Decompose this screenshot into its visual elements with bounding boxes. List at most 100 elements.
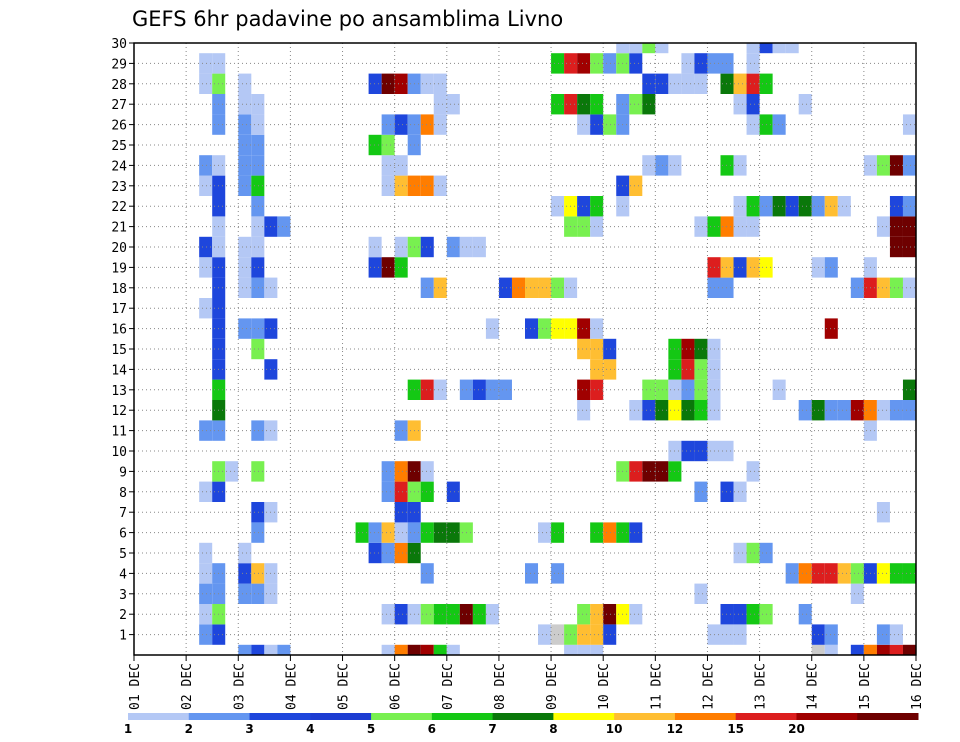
heatmap-cell	[394, 420, 408, 441]
heatmap-cell	[590, 53, 604, 74]
heatmap-cell	[733, 155, 747, 176]
heatmap-cell	[798, 196, 812, 217]
colorbar-swatch	[371, 713, 433, 720]
heatmap-cell	[498, 277, 512, 298]
heatmap-cell	[538, 624, 552, 645]
heatmap-cell	[720, 53, 734, 74]
heatmap-cell	[251, 216, 265, 237]
heatmap-cell	[889, 563, 903, 584]
heatmap-cell	[251, 644, 265, 655]
heatmap-cell	[238, 277, 252, 298]
y-tick-label: 30	[111, 37, 127, 52]
heatmap-cell	[746, 73, 760, 94]
heatmap-cell	[199, 481, 213, 502]
heatmap-cell	[798, 604, 812, 625]
heatmap-cells	[199, 43, 916, 655]
heatmap-cell	[538, 522, 552, 543]
heatmap-cell	[420, 379, 434, 400]
x-tick-label: 02 DEC	[180, 663, 195, 710]
colorbar-swatch	[857, 713, 919, 720]
heatmap-cell	[733, 624, 747, 645]
heatmap-cell	[238, 175, 252, 196]
y-tick-label: 17	[111, 302, 127, 317]
heatmap-cell	[720, 481, 734, 502]
heatmap-cell	[590, 644, 604, 655]
heatmap-cell	[238, 542, 252, 564]
heatmap-cell	[772, 43, 786, 54]
heatmap-cell	[889, 216, 903, 237]
heatmap-cell	[251, 196, 265, 217]
heatmap-cell	[681, 440, 695, 462]
heatmap-cell	[590, 338, 604, 360]
heatmap-cell	[551, 522, 565, 543]
heatmap-cell	[551, 53, 565, 74]
heatmap-cell	[446, 604, 460, 625]
heatmap-cell	[577, 196, 591, 217]
heatmap-cell	[629, 94, 643, 115]
heatmap-cell	[199, 257, 213, 278]
heatmap-cell	[551, 94, 565, 115]
heatmap-cell	[733, 481, 747, 502]
heatmap-cell	[889, 277, 903, 298]
heatmap-cell	[538, 318, 552, 339]
heatmap-cell	[889, 644, 903, 655]
heatmap-cell	[251, 502, 265, 523]
y-tick-label: 9	[119, 465, 127, 480]
colorbar: 1 2 3 4 5 6 7 8 10 12 15 20	[124, 713, 919, 736]
heatmap-cell	[655, 379, 669, 400]
heatmap-cell	[368, 134, 382, 156]
heatmap-cell	[420, 236, 434, 258]
heatmap-cell	[577, 624, 591, 645]
heatmap-cell	[251, 461, 265, 482]
heatmap-cell	[472, 236, 486, 258]
heatmap-cell	[420, 73, 434, 94]
heatmap-cell	[642, 379, 656, 400]
heatmap-cell	[394, 155, 408, 176]
heatmap-cell	[577, 216, 591, 237]
colorbar-label: 7	[488, 722, 496, 736]
chart-title: GEFS 6hr padavine po ansamblima Livno	[132, 7, 563, 31]
heatmap-cell	[733, 73, 747, 94]
heatmap-cell	[199, 420, 213, 441]
heatmap-cell	[251, 420, 265, 441]
heatmap-cell	[590, 604, 604, 625]
heatmap-cell	[876, 216, 890, 237]
heatmap-cell	[798, 94, 812, 115]
heatmap-cell	[251, 257, 265, 278]
heatmap-cell	[433, 73, 447, 94]
heatmap-cell	[199, 624, 213, 645]
heatmap-cell	[694, 73, 708, 94]
heatmap-cell	[655, 461, 669, 482]
heatmap-cell	[577, 53, 591, 74]
x-tick-label: 06 DEC	[389, 663, 404, 710]
y-tick-label: 16	[111, 323, 127, 338]
heatmap-cell	[902, 216, 916, 237]
heatmap-cell	[577, 604, 591, 625]
heatmap-cell	[551, 624, 565, 645]
heatmap-cell	[746, 461, 760, 482]
heatmap-cell	[603, 53, 617, 74]
heatmap-cell	[642, 73, 656, 94]
heatmap-cell	[420, 604, 434, 625]
heatmap-cell	[251, 583, 265, 604]
y-tick-label: 25	[111, 139, 127, 154]
heatmap-cell	[902, 196, 916, 217]
y-tick-label: 26	[111, 119, 127, 134]
heatmap-cell	[824, 644, 838, 655]
heatmap-cell	[199, 563, 213, 584]
colorbar-swatch	[249, 713, 311, 720]
heatmap-cell	[837, 400, 851, 421]
colorbar-swatch	[431, 713, 494, 720]
heatmap-cell	[759, 43, 773, 54]
heatmap-cell	[681, 400, 695, 421]
heatmap-cell	[889, 196, 903, 217]
heatmap-cell	[720, 604, 734, 625]
heatmap-cell	[681, 359, 695, 380]
y-tick-label: 14	[111, 363, 127, 378]
heatmap-cell	[642, 461, 656, 482]
heatmap-cell	[277, 216, 291, 237]
colorbar-label: 6	[428, 722, 436, 736]
colorbar-label: 8	[549, 722, 557, 736]
heatmap-cell	[394, 73, 408, 94]
heatmap-cell	[577, 318, 591, 339]
